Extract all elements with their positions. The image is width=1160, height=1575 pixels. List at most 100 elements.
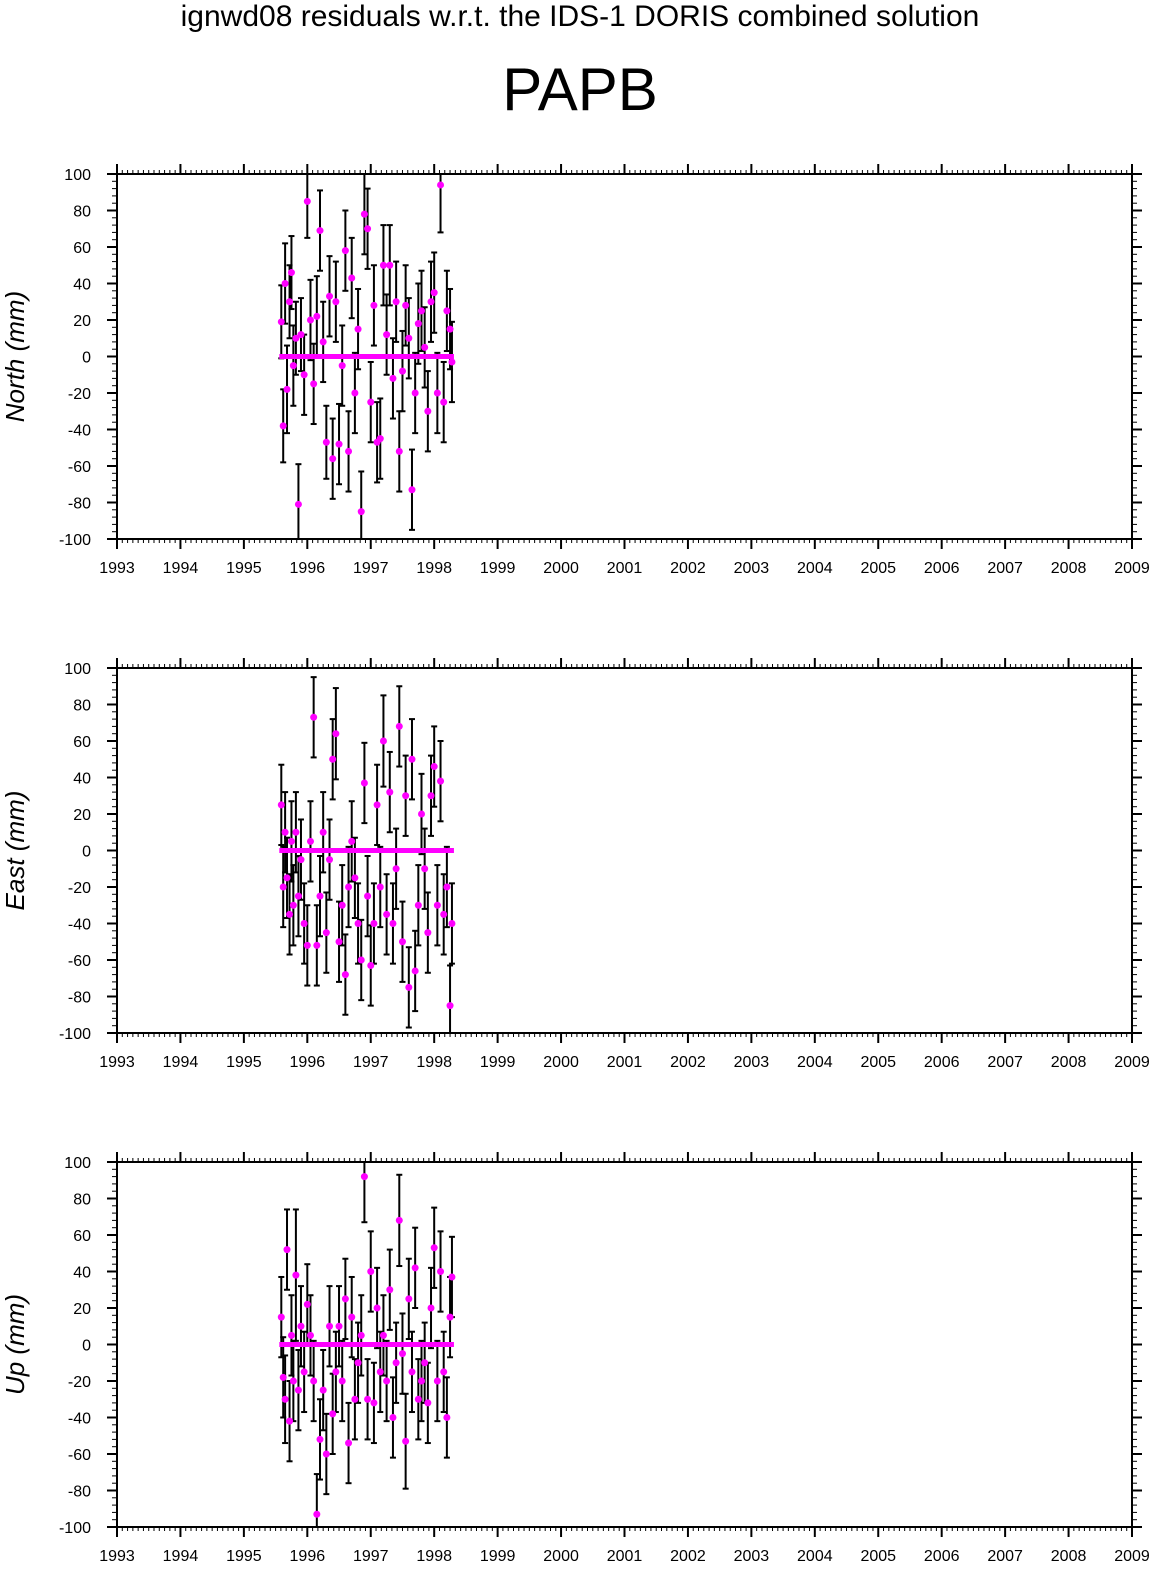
east-point	[440, 910, 448, 918]
north-point	[292, 334, 300, 342]
north-point	[287, 269, 295, 277]
north-ytick-label: -100	[59, 532, 91, 549]
up-xtick-label: 2007	[987, 1548, 1023, 1565]
north-point	[389, 374, 397, 382]
north-point	[348, 274, 356, 282]
east-point	[351, 874, 359, 882]
east-point	[354, 920, 362, 927]
north-point	[319, 338, 327, 346]
north-point	[326, 292, 334, 300]
north-ytick-label: 20	[73, 313, 91, 330]
north-point	[335, 440, 343, 448]
east-point	[411, 967, 419, 975]
up-xtick-label: 2002	[670, 1548, 706, 1565]
north-point	[379, 261, 387, 269]
north-ytick-label: 40	[73, 277, 91, 294]
up-xtick-label: 2000	[543, 1548, 579, 1565]
up-point	[392, 1359, 400, 1367]
east-point	[335, 938, 343, 946]
north-point	[286, 298, 294, 306]
up-point	[335, 1322, 343, 1330]
up-xtick-label: 2009	[1114, 1548, 1150, 1565]
up-point	[357, 1331, 365, 1339]
north-xtick-label: 1995	[226, 560, 262, 577]
east-point	[348, 837, 356, 845]
east-point	[329, 755, 337, 763]
east-point	[376, 883, 384, 891]
north-xtick-label: 2002	[670, 560, 706, 577]
up-point	[313, 1510, 321, 1518]
up-point	[338, 1377, 346, 1385]
north-point	[446, 325, 454, 333]
east-xtick-label: 1995	[226, 1054, 262, 1071]
north-point	[440, 398, 448, 406]
east-point	[405, 983, 413, 991]
east-point	[386, 788, 394, 796]
east-xtick-label: 2008	[1051, 1054, 1087, 1071]
north-point	[433, 389, 441, 397]
east-point	[279, 883, 287, 891]
north-point	[408, 486, 416, 494]
north-point	[386, 261, 394, 269]
east-point	[395, 722, 403, 730]
up-point	[437, 1268, 445, 1275]
up-point	[414, 1395, 422, 1403]
up-xtick-label: 1994	[163, 1548, 199, 1565]
north-xtick-label: 1998	[416, 560, 452, 577]
up-point	[277, 1313, 285, 1321]
up-point	[283, 1246, 291, 1254]
up-point	[287, 1331, 295, 1339]
up-point	[418, 1377, 425, 1385]
north-point	[279, 422, 287, 430]
north-point	[341, 247, 349, 255]
east-point	[360, 779, 368, 787]
east-ytick-label: 100	[64, 661, 91, 678]
east-point	[427, 792, 435, 800]
up-point	[433, 1377, 441, 1385]
up-point	[329, 1410, 337, 1418]
up-point	[316, 1435, 324, 1443]
east-point	[424, 929, 432, 937]
east-point	[277, 801, 285, 809]
north-point	[437, 181, 445, 189]
east-point	[357, 956, 365, 964]
east-ytick-label: 40	[73, 771, 91, 788]
north-xtick-label: 1997	[353, 560, 389, 577]
north-plot-frame	[116, 173, 1133, 540]
up-ytick-label: 0	[82, 1338, 91, 1355]
up-xtick-label: 2003	[734, 1548, 770, 1565]
east-point	[379, 737, 387, 745]
north-point	[383, 331, 391, 339]
up-point	[303, 1300, 311, 1308]
east-ytick-label: -60	[68, 953, 91, 970]
north-xtick-label: 2005	[860, 560, 896, 577]
east-point	[341, 971, 349, 979]
east-point	[433, 901, 441, 909]
east-point	[398, 938, 406, 946]
north-ytick-label: -80	[68, 496, 91, 513]
up-point	[332, 1368, 340, 1376]
east-point	[287, 837, 295, 845]
north-point	[316, 227, 324, 235]
north-panel: 1993 1994 1995 1996 1997 1998 1999 2000 2001 2002…	[0, 164, 1150, 577]
east-ytick-label: 20	[73, 807, 91, 824]
north-point	[395, 447, 403, 455]
north-data	[277, 174, 456, 539]
north-point	[281, 280, 289, 287]
north-point	[351, 389, 359, 397]
east-point	[281, 828, 289, 836]
north-xtick-label: 2009	[1114, 560, 1150, 577]
east-point	[332, 730, 340, 738]
north-point	[300, 371, 308, 379]
east-xtick-label: 2001	[607, 1054, 643, 1071]
east-point	[437, 777, 445, 785]
up-point	[306, 1331, 314, 1339]
north-point	[405, 334, 413, 342]
east-point	[446, 1002, 454, 1010]
up-point	[421, 1359, 429, 1367]
north-point	[421, 343, 429, 351]
up-point	[398, 1350, 406, 1358]
up-point	[341, 1295, 349, 1303]
east-panel: 1993 1994 1995 1996 1997 1998 1999 2000 2001 2002…	[0, 658, 1150, 1071]
east-point	[294, 892, 302, 900]
